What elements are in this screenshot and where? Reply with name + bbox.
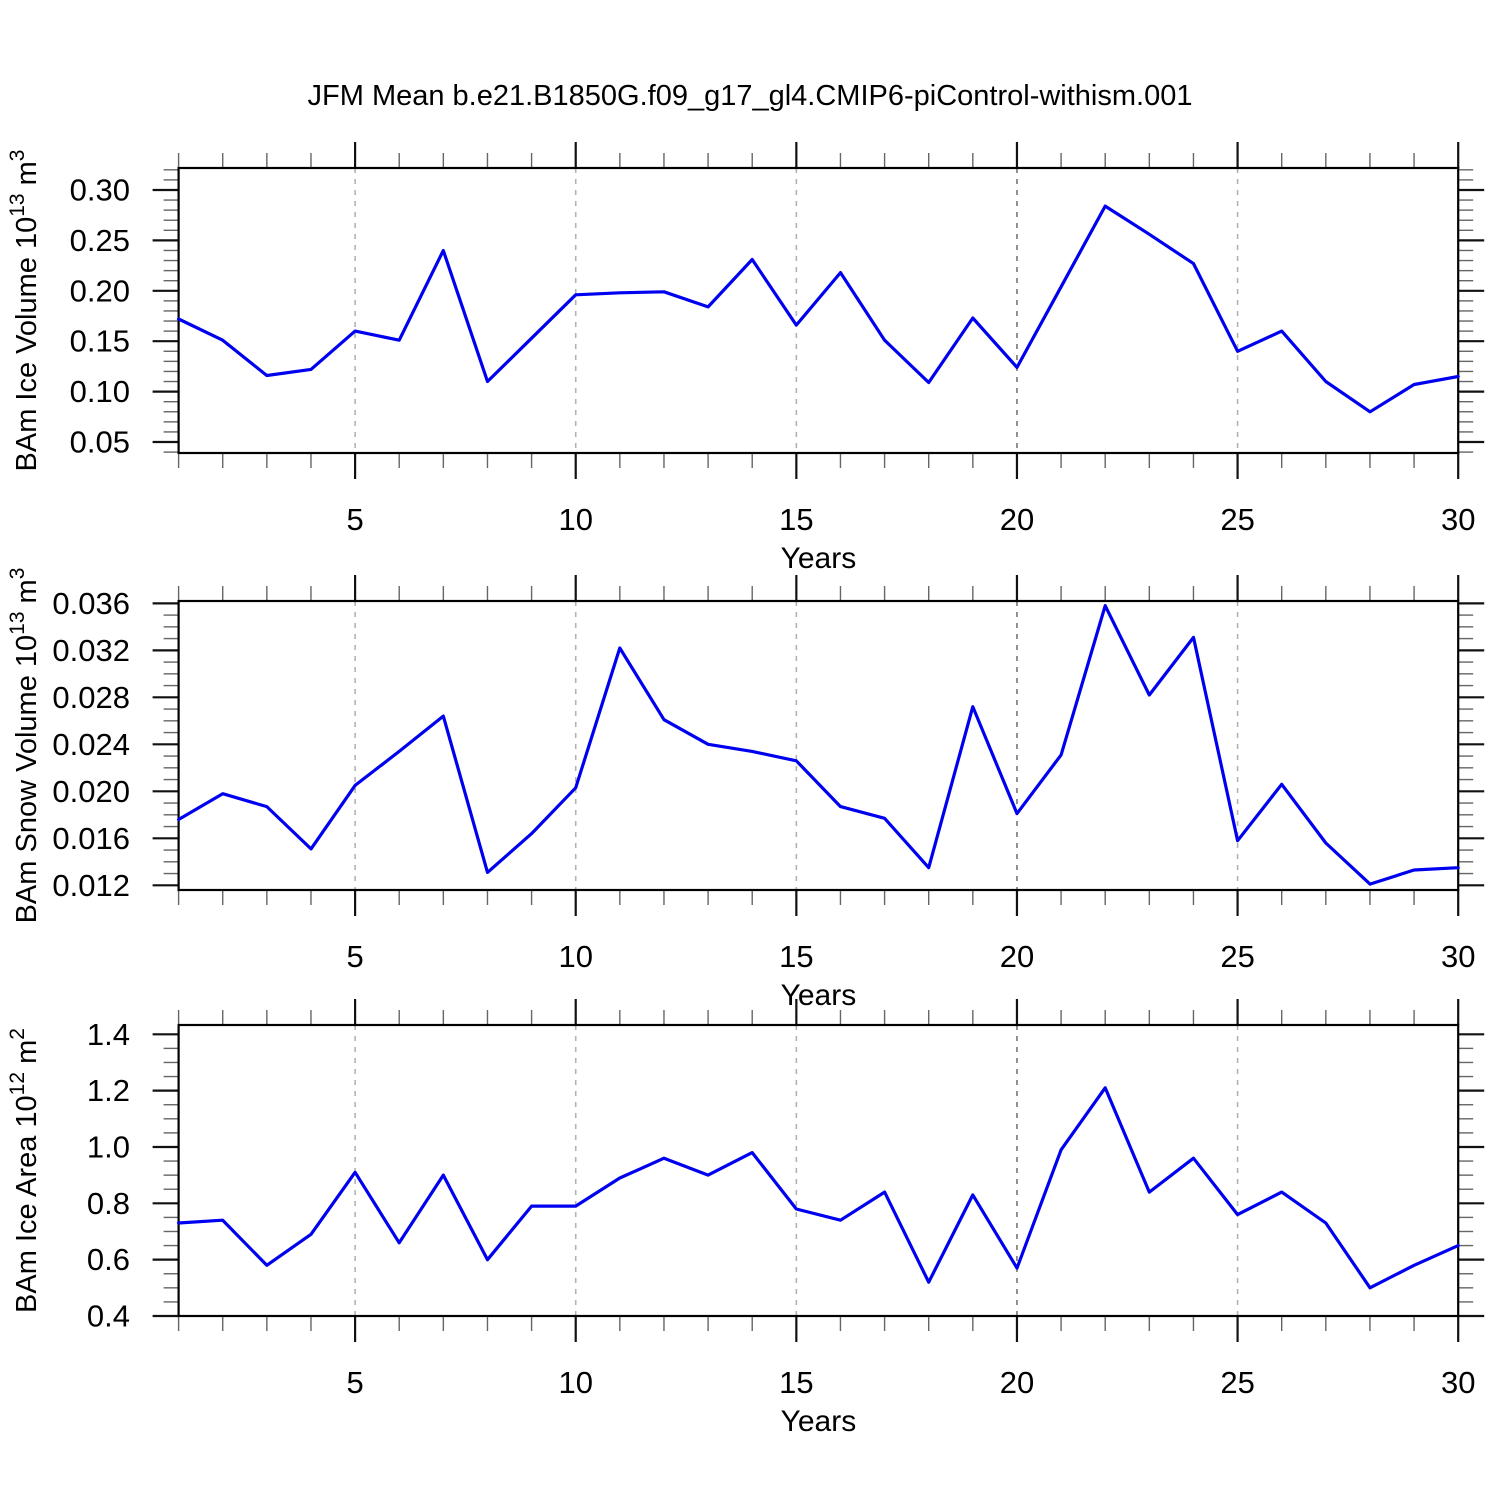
y-tick-label: 0.4: [87, 1299, 130, 1334]
x-tick-label: 30: [1441, 502, 1475, 537]
panel-snow-volume: 0.012 0.016 0.020 0.024 0.028 0.032 0.036 5 10 15…: [6, 568, 1485, 1012]
x-tick-label: 5: [346, 939, 363, 974]
x-tick-label: 10: [558, 939, 592, 974]
y-tick-label: 0.6: [87, 1242, 130, 1277]
y-tick-label: 0.30: [70, 172, 130, 207]
x-tick-label: 25: [1220, 939, 1254, 974]
plot-frame: [177, 166, 1460, 455]
plot-frame: [177, 1023, 1460, 1318]
y-tick-label: 1.2: [87, 1073, 130, 1108]
series-line-ice-area: [177, 1086, 1460, 1290]
y-tick-label: 0.032: [52, 633, 130, 668]
series-line-ice-volume: [177, 204, 1460, 414]
x-tick-label: 20: [1000, 1365, 1034, 1400]
x-tick-label: 15: [779, 939, 813, 974]
x-axis-title: Years: [781, 979, 857, 1012]
y-tick-label: 0.25: [70, 223, 130, 258]
x-tick-label: 5: [346, 502, 363, 537]
y-tick-label: 0.024: [52, 727, 130, 762]
x-axis-title: Years: [781, 542, 857, 575]
y-axis-title: BAm Snow Volume 1013 m3: [6, 568, 43, 924]
x-tick-label: 30: [1441, 939, 1475, 974]
x-tick-label: 25: [1220, 502, 1254, 537]
y-tick-label: 1.0: [87, 1129, 130, 1164]
y-tick-label: 0.15: [70, 324, 130, 359]
y-tick-label: 0.012: [52, 868, 130, 903]
y-tick-label: 0.05: [70, 425, 130, 460]
x-tick-label: 20: [1000, 939, 1034, 974]
panel-ice-area: 0.4 0.6 0.8 1.0 1.2 1.4 5 10 15 20 25 30 Years BAm Ic…: [6, 999, 1485, 1438]
x-tick-label: 15: [779, 1365, 813, 1400]
y-axis-title: BAm Ice Area 1012 m2: [6, 1028, 43, 1313]
y-tick-label: 0.016: [52, 821, 130, 856]
x-tick-label: 10: [558, 1365, 592, 1400]
x-tick-label: 20: [1000, 502, 1034, 537]
x-tick-label: 30: [1441, 1365, 1475, 1400]
y-tick-label: 0.8: [87, 1186, 130, 1221]
y-tick-label: 0.028: [52, 680, 130, 715]
y-tick-label: 0.036: [52, 586, 130, 621]
y-tick-label: 0.20: [70, 273, 130, 308]
y-axis-title: BAm Ice Volume 1013 m3: [6, 150, 43, 472]
y-tick-label: 0.10: [70, 374, 130, 409]
plot-frame: [177, 599, 1460, 892]
y-tick-label: 1.4: [87, 1017, 130, 1052]
x-tick-label: 10: [558, 502, 592, 537]
y-tick-label: 0.020: [52, 774, 130, 809]
chart-title: JFM Mean b.e21.B1850G.f09_g17_gl4.CMIP6-…: [307, 80, 1193, 112]
x-tick-label: 25: [1220, 1365, 1254, 1400]
panel-ice-volume: 0.05 0.10 0.15 0.20 0.25 0.30 5 10 15 20 25 30 Years…: [6, 142, 1485, 575]
x-axis-title: Years: [781, 1405, 857, 1438]
x-tick-label: 15: [779, 502, 813, 537]
series-line-snow-volume: [177, 604, 1460, 886]
x-tick-label: 5: [346, 1365, 363, 1400]
